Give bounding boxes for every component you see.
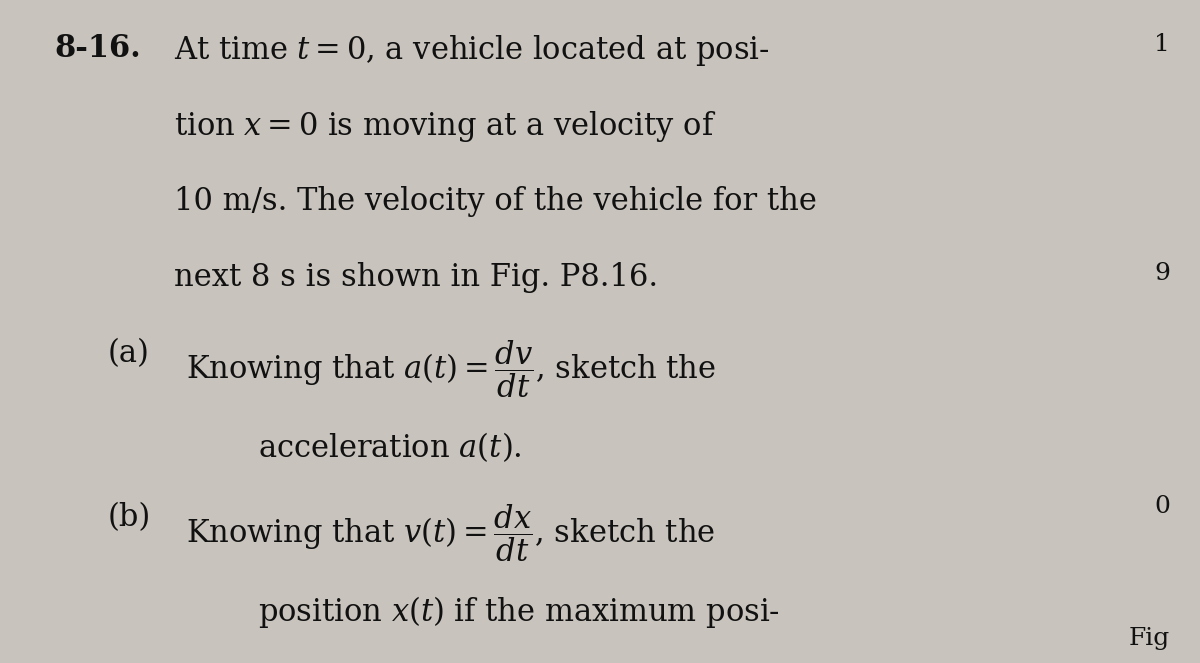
- Text: Fig: Fig: [1129, 627, 1170, 650]
- Text: position $x(t)$ if the maximum posi-: position $x(t)$ if the maximum posi-: [258, 593, 780, 630]
- Text: next 8 s is shown in Fig. P8.16.: next 8 s is shown in Fig. P8.16.: [174, 262, 658, 293]
- Text: Knowing that $a(t) = \dfrac{dv}{dt}$, sketch the: Knowing that $a(t) = \dfrac{dv}{dt}$, sk…: [186, 338, 716, 400]
- Text: 10 m/s. The velocity of the vehicle for the: 10 m/s. The velocity of the vehicle for …: [174, 186, 817, 217]
- Text: At time $t = 0$, a vehicle located at posi-: At time $t = 0$, a vehicle located at po…: [174, 33, 769, 68]
- Text: tion $x = 0$ is moving at a velocity of: tion $x = 0$ is moving at a velocity of: [174, 109, 716, 145]
- Text: acceleration $a(t)$.: acceleration $a(t)$.: [258, 430, 522, 463]
- Text: 0: 0: [1154, 495, 1170, 518]
- Text: (a): (a): [108, 338, 150, 369]
- Text: (b): (b): [108, 502, 151, 533]
- Text: 8-16.: 8-16.: [54, 33, 140, 64]
- Text: 9: 9: [1154, 262, 1170, 285]
- Text: 1: 1: [1154, 33, 1170, 56]
- Text: Knowing that $v(t) = \dfrac{dx}{dt}$, sketch the: Knowing that $v(t) = \dfrac{dx}{dt}$, sk…: [186, 502, 715, 564]
